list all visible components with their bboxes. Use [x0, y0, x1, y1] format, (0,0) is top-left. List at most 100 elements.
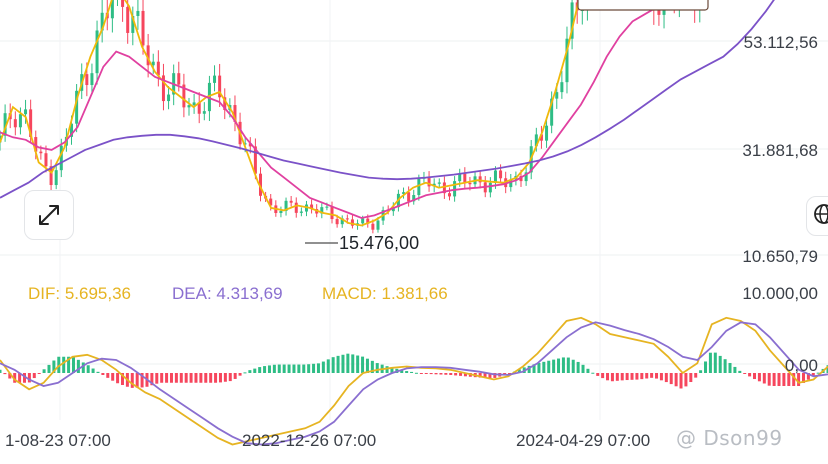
macd-histogram-bar	[356, 355, 360, 373]
macd-histogram-bar	[71, 357, 75, 373]
candle-body	[371, 223, 375, 230]
macd-histogram-bar	[434, 373, 438, 375]
macd-histogram-bar	[439, 373, 443, 375]
macd-histogram-bar	[155, 373, 159, 384]
macd-histogram-bar	[620, 373, 624, 381]
candle-body	[463, 173, 467, 183]
macd-histogram-bar	[508, 373, 512, 374]
macd-histogram-bar	[3, 373, 7, 375]
time-tick-label: 1-08-23 07:00	[5, 431, 111, 450]
macd-histogram-bar	[650, 373, 654, 378]
macd-histogram-bar	[67, 356, 71, 373]
candle-body	[534, 134, 538, 147]
macd-histogram-bar	[449, 373, 453, 375]
macd-histogram-bar	[772, 373, 776, 386]
macd-histogram-bar	[326, 359, 330, 373]
macd-histogram-bar	[748, 373, 752, 377]
candle-body	[545, 125, 549, 141]
candle-body	[161, 75, 165, 102]
macd-histogram-bar	[91, 368, 95, 373]
macd-histogram-bar	[811, 373, 815, 377]
macd-histogram-bar	[802, 373, 806, 383]
candle-body	[146, 45, 150, 66]
macd-histogram-bar	[557, 358, 561, 373]
candle-body	[259, 173, 263, 196]
candle-body	[350, 219, 354, 226]
candle-body	[412, 195, 416, 202]
macd-histogram-bar	[655, 373, 659, 379]
candle-body	[151, 61, 155, 66]
watermark: @ Dson99	[676, 426, 783, 450]
macd-histogram-bar	[733, 366, 737, 373]
macd-histogram-bar	[52, 360, 56, 373]
candle-body	[233, 105, 237, 122]
macd-histogram-bar	[32, 373, 36, 379]
macd-histogram-bar	[209, 373, 213, 383]
min-price-marker: 15.476,00	[305, 233, 419, 253]
macd-legend: DIF: 5.695,36 DEA: 4.313,69 MACD: 1.381,…	[28, 284, 448, 303]
candle-body	[177, 73, 181, 85]
macd-histogram-bar	[307, 364, 311, 373]
macd-histogram-bar	[635, 373, 639, 380]
macd-histogram-bar	[782, 373, 786, 386]
ma-line	[0, 0, 580, 227]
macd-histogram-bar	[478, 373, 482, 378]
candle-body	[320, 207, 324, 214]
candle-body	[366, 218, 370, 224]
macd-histogram-bar	[120, 373, 124, 385]
price-axis: 53.112,56 31.881,68 10.650,79	[742, 33, 818, 266]
macd-histogram-bar	[316, 363, 320, 373]
candle-body	[560, 82, 564, 93]
macd-histogram-bar	[762, 373, 766, 384]
candle-body	[657, 10, 661, 15]
macd-tick-label: 10.000,00	[742, 284, 818, 303]
candle-body	[39, 151, 43, 154]
macd-histogram-bar	[199, 373, 203, 383]
candle-body	[253, 146, 257, 174]
candle-body	[284, 200, 288, 211]
macd-histogram-bar	[346, 353, 350, 373]
macd-histogram-bar	[233, 373, 237, 379]
candle-body	[121, 0, 125, 7]
macd-histogram-bar	[527, 365, 531, 373]
candle-body	[335, 219, 339, 225]
candle-body	[493, 170, 497, 183]
candle-body	[269, 198, 273, 206]
macd-histogram-bar	[238, 373, 242, 376]
candle-body	[95, 30, 99, 74]
candle-body	[85, 74, 89, 86]
macd-histogram-bar	[292, 364, 296, 373]
macd-histogram-bar	[37, 373, 41, 374]
top-price-label-box	[577, 0, 709, 11]
macd-histogram	[0, 352, 828, 389]
macd-histogram-bar	[571, 359, 575, 373]
macd-histogram-bar	[601, 373, 605, 379]
macd-histogram-bar	[336, 355, 340, 373]
globe-icon	[814, 204, 828, 224]
macd-histogram-bar	[169, 373, 173, 383]
globe-button[interactable]	[806, 196, 828, 236]
macd-histogram-bar	[174, 373, 178, 383]
macd-histogram-bar	[223, 373, 227, 382]
candle-body	[54, 170, 58, 186]
candle-body	[453, 181, 457, 197]
time-axis: 1-08-23 07:00 2022-12-26 07:00 2024-04-2…	[5, 431, 650, 450]
macd-histogram-bar	[204, 373, 208, 383]
candle-body	[437, 182, 441, 184]
macd-histogram-bar	[0, 369, 2, 373]
macd-histogram-bar	[581, 364, 585, 373]
candle-body	[187, 105, 191, 108]
moving-average-lines	[0, 0, 775, 227]
macd-histogram-bar	[787, 373, 791, 386]
macd-histogram-bar	[792, 373, 796, 386]
expand-button[interactable]	[24, 190, 74, 240]
candle-body	[126, 6, 130, 33]
macd-histogram-bar	[287, 364, 291, 373]
candle-body	[524, 172, 528, 182]
candle-body	[13, 119, 17, 128]
macd-histogram-bar	[302, 364, 306, 373]
macd-histogram-bar	[263, 366, 267, 373]
macd-histogram-bar	[591, 372, 595, 374]
macd-histogram-bar	[282, 364, 286, 373]
